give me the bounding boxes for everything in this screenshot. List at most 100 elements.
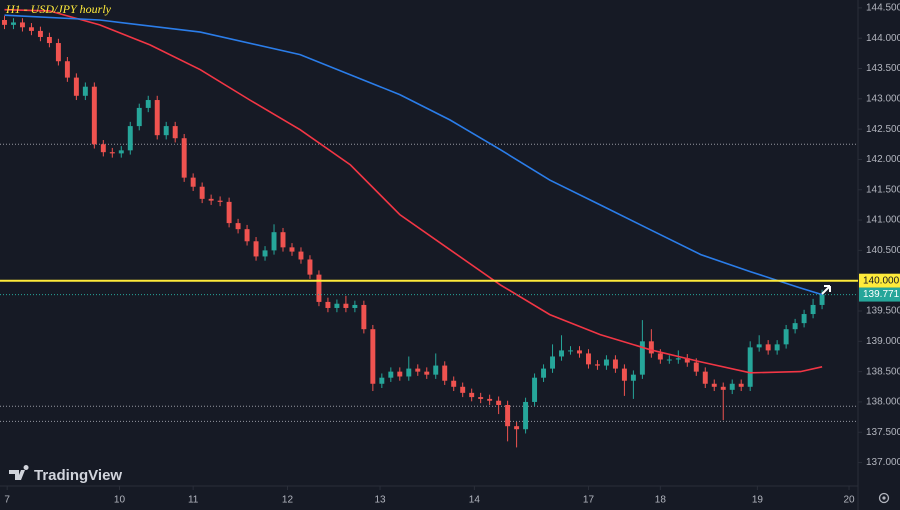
candle-body xyxy=(639,341,645,375)
y-tick-label: 144.000 xyxy=(866,33,900,44)
candle-body xyxy=(244,229,250,242)
candle-body xyxy=(190,177,196,187)
x-tick-label: 13 xyxy=(374,495,386,506)
candle-body xyxy=(235,223,241,230)
watermark: TradingView xyxy=(34,467,122,484)
candle-body xyxy=(657,353,663,360)
moving-average xyxy=(4,14,823,296)
candle-body xyxy=(523,401,529,430)
logo-icon xyxy=(9,465,29,480)
level-label-box xyxy=(859,273,900,288)
chart-title: H1 - USD/JPY hourly xyxy=(5,2,112,16)
x-tick-label: 7 xyxy=(4,495,10,506)
y-tick-label: 142.500 xyxy=(866,124,900,135)
candle-body xyxy=(199,186,205,199)
candle-body xyxy=(559,350,564,357)
y-tick-label: 137.500 xyxy=(866,427,900,438)
candle-body xyxy=(460,386,466,393)
candle-body xyxy=(370,329,376,384)
x-tick-label: 14 xyxy=(469,495,481,506)
candle-body xyxy=(586,353,591,365)
x-tick-label: 10 xyxy=(114,495,126,506)
candle-body xyxy=(298,251,304,260)
candle-body xyxy=(82,86,88,96)
gear-center[interactable] xyxy=(882,496,886,500)
candle-body xyxy=(621,368,627,381)
candle-body xyxy=(729,383,735,390)
x-tick-label: 20 xyxy=(843,495,855,506)
candle-body xyxy=(451,380,457,387)
y-tick-label: 141.000 xyxy=(866,215,900,226)
candle-body xyxy=(738,383,744,387)
candle-body xyxy=(352,304,358,308)
arrow-annotation xyxy=(821,285,831,295)
candle-body xyxy=(91,86,97,145)
candle-body xyxy=(208,198,214,201)
candle-body xyxy=(226,201,232,224)
moving-average xyxy=(4,8,823,374)
candle-body xyxy=(262,250,268,257)
candle-body xyxy=(756,344,762,348)
candle-body xyxy=(19,22,25,28)
candle-body xyxy=(550,356,556,369)
candle-body xyxy=(496,400,502,405)
candle-body xyxy=(747,347,753,387)
candle-body xyxy=(801,314,807,324)
candle-body xyxy=(469,392,475,398)
candle-body xyxy=(145,100,151,108)
candle-body xyxy=(433,365,439,375)
candle-body xyxy=(693,362,699,372)
candle-body xyxy=(514,426,520,430)
candle-body xyxy=(577,350,582,354)
candle-body xyxy=(532,377,538,402)
candle-body xyxy=(64,61,70,78)
candle-body xyxy=(783,329,789,345)
candle-body xyxy=(684,358,690,363)
candle-body xyxy=(2,20,7,25)
plot-area xyxy=(0,8,858,448)
candle-body xyxy=(55,43,61,62)
candle-body xyxy=(675,358,681,360)
candle-body xyxy=(541,368,547,378)
candle-body xyxy=(11,22,16,25)
x-tick-label: 17 xyxy=(583,495,595,506)
candle-body xyxy=(810,304,816,315)
x-tick-label: 11 xyxy=(188,495,199,506)
candle-body xyxy=(603,359,609,366)
candle-body xyxy=(568,350,573,352)
candle-body xyxy=(406,368,412,377)
candle-body xyxy=(307,259,313,275)
candle-body xyxy=(334,303,340,308)
candle-body xyxy=(720,386,726,390)
candle-body xyxy=(181,138,187,178)
y-tick-label: 138.000 xyxy=(866,397,900,408)
candle-body xyxy=(343,303,349,308)
candle-body xyxy=(154,100,160,136)
candle-body xyxy=(118,150,124,154)
candle-body xyxy=(361,304,367,330)
gear[interactable] xyxy=(878,492,890,504)
candle-body xyxy=(630,374,636,381)
settings-icon[interactable] xyxy=(878,492,890,504)
candle-body xyxy=(442,365,448,381)
y-tick-label: 139.000 xyxy=(866,336,900,347)
candle-body xyxy=(100,144,106,153)
candle-body xyxy=(172,126,178,139)
candle-body xyxy=(379,377,385,384)
candle-body xyxy=(711,383,717,387)
candle-body xyxy=(280,232,286,248)
candle-body xyxy=(478,397,484,399)
y-tick-label: 144.500 xyxy=(866,3,900,14)
candle-body xyxy=(397,371,403,377)
candle-body xyxy=(774,344,780,351)
candle-body xyxy=(136,107,142,127)
y-tick-label: 143.000 xyxy=(866,93,900,104)
candle-body xyxy=(163,126,169,136)
last-price-label: 139.771 xyxy=(863,289,900,300)
x-tick-label: 12 xyxy=(282,495,294,506)
candle-body xyxy=(765,344,771,351)
y-tick-label: 143.500 xyxy=(866,63,900,74)
candle-body xyxy=(271,232,277,251)
candle-body xyxy=(594,364,600,366)
candle-body xyxy=(505,404,511,427)
